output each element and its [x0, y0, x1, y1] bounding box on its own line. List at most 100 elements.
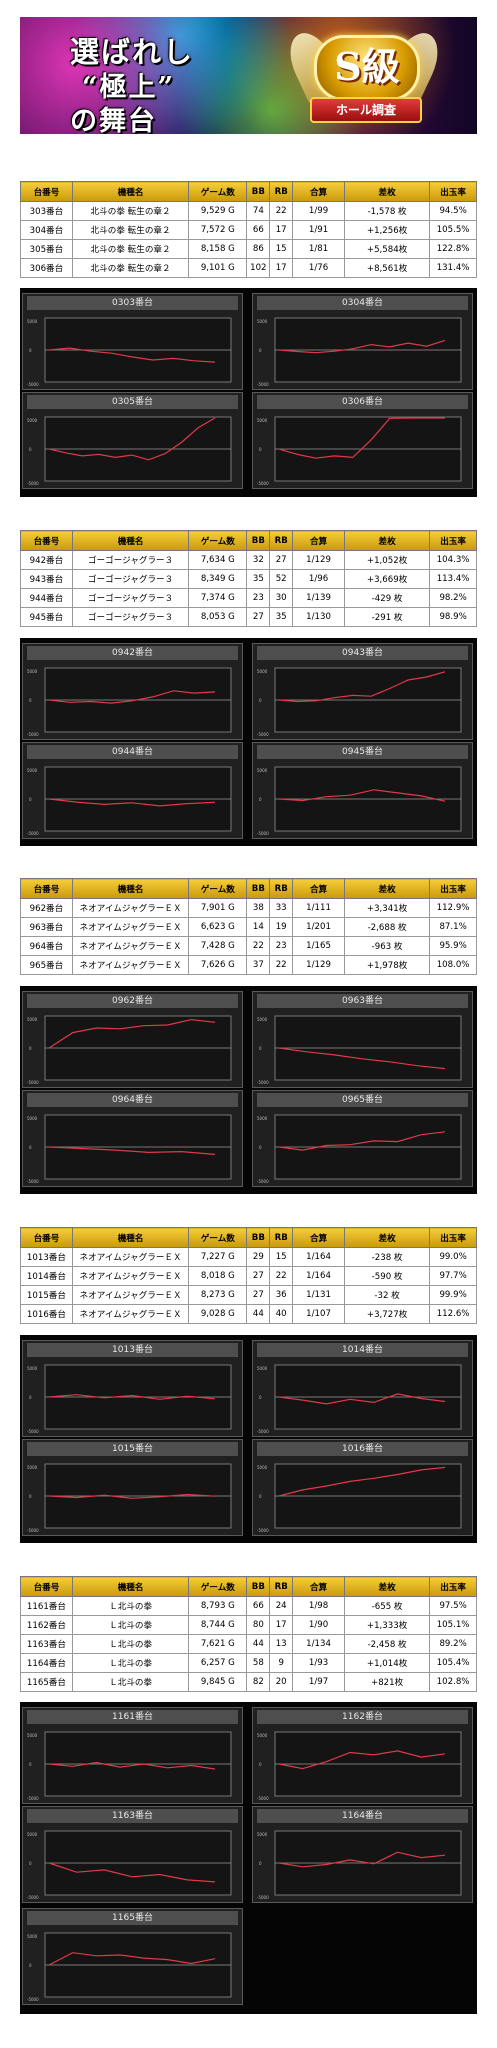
column-header: RB: [269, 1576, 294, 1597]
cell-games: 9,028 G: [188, 1304, 248, 1324]
graph-svg: 5000 0 -5000: [27, 1830, 232, 1900]
cell-name: ネオアイムジャグラーＥＸ: [71, 936, 190, 956]
cell-rate: 94.5%: [429, 201, 477, 221]
column-header: RB: [269, 530, 294, 551]
cell-no: 1164番台: [20, 1653, 73, 1673]
cell-games: 7,901 G: [188, 898, 248, 918]
cell-bb: 66: [246, 220, 271, 240]
cell-name: 北斗の拳 転生の章２: [71, 220, 190, 240]
column-header: 出玉率: [429, 530, 477, 551]
graph-svg: 5000 0 -5000: [27, 766, 232, 836]
y-tick-zero: 0: [259, 797, 262, 802]
cell-rate: 99.9%: [429, 1285, 477, 1305]
cell-games: 8,018 G: [188, 1266, 248, 1286]
slump-line: [278, 1047, 446, 1070]
graph-svg: 5000 0 -5000: [257, 1114, 462, 1184]
cell-name: ネオアイムジャグラーＥＸ: [71, 1285, 190, 1305]
table-header-row: 台番号 機種名 ゲーム数 BB RB 合算 差枚 出玉率: [20, 530, 477, 551]
graph-svg: 5000 0 -5000: [257, 1364, 462, 1434]
cell-name: 北斗の拳 転生の章２: [71, 201, 190, 221]
cell-bb: 86: [246, 239, 271, 259]
y-tick-zero: 0: [29, 1395, 32, 1400]
table-header-row: 台番号 機種名 ゲーム数 BB RB 合算 差枚 出玉率: [20, 1576, 477, 1597]
cell-rb: 20: [269, 1672, 294, 1692]
cell-rate: 105.1%: [429, 1615, 477, 1635]
graph-panel: 1013番台 5000 0 -5000 1014番台 5000 0 -5000 1015番台 50…: [20, 1335, 477, 1543]
y-tick-bottom: -5000: [27, 831, 39, 836]
y-tick-bottom: -5000: [257, 1429, 269, 1434]
cell-no: 942番台: [20, 550, 73, 570]
table-row: 1163番台 Ｌ北斗の拳 7,621 G 44 13 1/134 -2,458 枚 89.2%: [20, 1634, 477, 1654]
cell-rb: 15: [269, 1247, 294, 1267]
cell-rate: 113.4%: [429, 569, 477, 589]
graph-title: 0305番台: [27, 395, 238, 409]
graph-title: 1014番台: [257, 1343, 468, 1357]
slump-line: [48, 1146, 216, 1155]
y-tick-zero: 0: [259, 447, 262, 452]
slump-line: [48, 1493, 216, 1499]
graph-title: 0303番台: [27, 296, 238, 310]
cell-rb: 22: [269, 201, 294, 221]
cell-bb: 74: [246, 201, 271, 221]
cell-diff: +1,333枚: [344, 1615, 431, 1635]
rank-badge-label: S級: [314, 35, 420, 101]
column-header: 合算: [292, 1227, 346, 1248]
cell-gassan: 1/91: [292, 220, 346, 240]
cell-no: 965番台: [20, 955, 73, 975]
y-tick-top: 5000: [27, 418, 38, 423]
y-tick-zero: 0: [29, 797, 32, 802]
cell-rb: 9: [269, 1653, 294, 1673]
slump-graph: 0963番台 5000 0 -5000: [252, 991, 473, 1088]
cell-gassan: 1/129: [292, 550, 346, 570]
y-tick-bottom: -5000: [27, 1796, 39, 1801]
cell-rb: 15: [269, 239, 294, 259]
column-header: 合算: [292, 530, 346, 551]
y-tick-zero: 0: [29, 348, 32, 353]
cell-bb: 38: [246, 898, 271, 918]
cell-diff: -655 枚: [344, 1596, 431, 1616]
cell-gassan: 1/81: [292, 239, 346, 259]
slump-graph: 0964番台 5000 0 -5000: [22, 1090, 243, 1187]
cell-rate: 104.3%: [429, 550, 477, 570]
banner-title-line3: の舞台: [70, 106, 157, 134]
cell-name: ネオアイムジャグラーＥＸ: [71, 1266, 190, 1286]
cell-games: 6,623 G: [188, 917, 248, 937]
cell-rate: 87.1%: [429, 917, 477, 937]
cell-diff: -2,458 枚: [344, 1634, 431, 1654]
graph-svg: 5000 0 -5000: [27, 1015, 232, 1085]
y-tick-bottom: -5000: [257, 481, 269, 486]
table-row: 943番台 ゴーゴージャグラー３ 8,349 G 35 52 1/96 +3,669枚 113…: [20, 569, 477, 589]
graph-svg: 5000 0 -5000: [27, 317, 232, 387]
graph-panel: 0303番台 5000 0 -5000 0304番台 5000 0 -5000 0305番台 50…: [20, 288, 477, 497]
cell-diff: -429 枚: [344, 588, 431, 608]
column-header: 台番号: [20, 878, 73, 899]
y-tick-top: 5000: [27, 1116, 38, 1121]
cell-gassan: 1/107: [292, 1304, 346, 1324]
slump-graph: 0306番台 5000 0 -5000: [252, 392, 473, 489]
cell-gassan: 1/164: [292, 1247, 346, 1267]
graph-svg: 5000 0 -5000: [27, 1932, 232, 2002]
table-row: 965番台 ネオアイムジャグラーＥＸ 7,626 G 37 22 1/129 +1,978枚…: [20, 955, 477, 975]
cell-rb: 33: [269, 898, 294, 918]
y-tick-top: 5000: [27, 768, 38, 773]
y-tick-top: 5000: [27, 319, 38, 324]
slump-graph: 1161番台 5000 0 -5000: [22, 1707, 243, 1804]
column-header: RB: [269, 181, 294, 202]
y-tick-bottom: -5000: [27, 1179, 39, 1184]
slump-line: [278, 1131, 446, 1151]
cell-games: 7,634 G: [188, 550, 248, 570]
slump-line: [48, 1018, 216, 1049]
cell-rb: 23: [269, 936, 294, 956]
cell-no: 964番台: [20, 936, 73, 956]
cell-bb: 82: [246, 1672, 271, 1692]
y-tick-bottom: -5000: [27, 1080, 39, 1085]
table-row: 945番台 ゴーゴージャグラー３ 8,053 G 27 35 1/130 -291 枚 98.…: [20, 607, 477, 627]
cell-bb: 37: [246, 955, 271, 975]
graph-panel: 1161番台 5000 0 -5000 1162番台 5000 0 -5000 1163番台 50…: [20, 1702, 477, 2014]
slump-line: [278, 1466, 446, 1497]
cell-bb: 32: [246, 550, 271, 570]
y-tick-bottom: -5000: [257, 1179, 269, 1184]
cell-bb: 102: [246, 258, 271, 278]
cell-gassan: 1/76: [292, 258, 346, 278]
cell-games: 8,793 G: [188, 1596, 248, 1616]
